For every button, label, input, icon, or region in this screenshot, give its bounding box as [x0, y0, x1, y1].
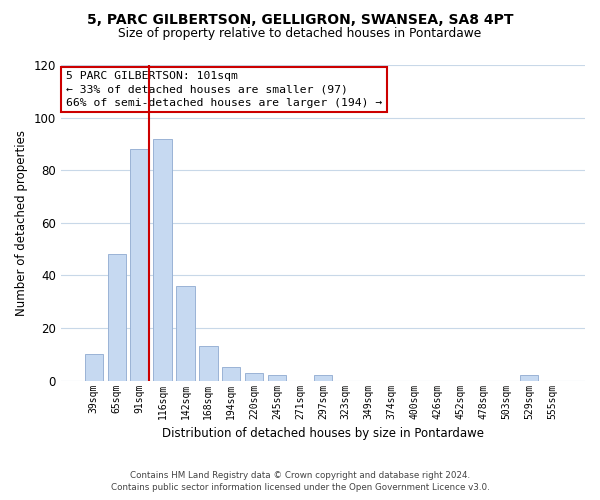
Y-axis label: Number of detached properties: Number of detached properties [15, 130, 28, 316]
Text: 5 PARC GILBERTSON: 101sqm
← 33% of detached houses are smaller (97)
66% of semi-: 5 PARC GILBERTSON: 101sqm ← 33% of detac… [66, 72, 382, 108]
Bar [245, 372, 263, 380]
Text: 5, PARC GILBERTSON, GELLIGRON, SWANSEA, SA8 4PT: 5, PARC GILBERTSON, GELLIGRON, SWANSEA, … [87, 12, 513, 26]
Bar [154, 138, 172, 380]
Bar [107, 254, 126, 380]
Bar [222, 368, 241, 380]
Bar [520, 376, 538, 380]
Bar [314, 376, 332, 380]
Bar [85, 354, 103, 380]
Text: Contains HM Land Registry data © Crown copyright and database right 2024.
Contai: Contains HM Land Registry data © Crown c… [110, 471, 490, 492]
X-axis label: Distribution of detached houses by size in Pontardawe: Distribution of detached houses by size … [162, 427, 484, 440]
Bar [176, 286, 194, 380]
Bar [268, 376, 286, 380]
Bar [130, 149, 149, 380]
Bar [199, 346, 218, 380]
Text: Size of property relative to detached houses in Pontardawe: Size of property relative to detached ho… [118, 28, 482, 40]
